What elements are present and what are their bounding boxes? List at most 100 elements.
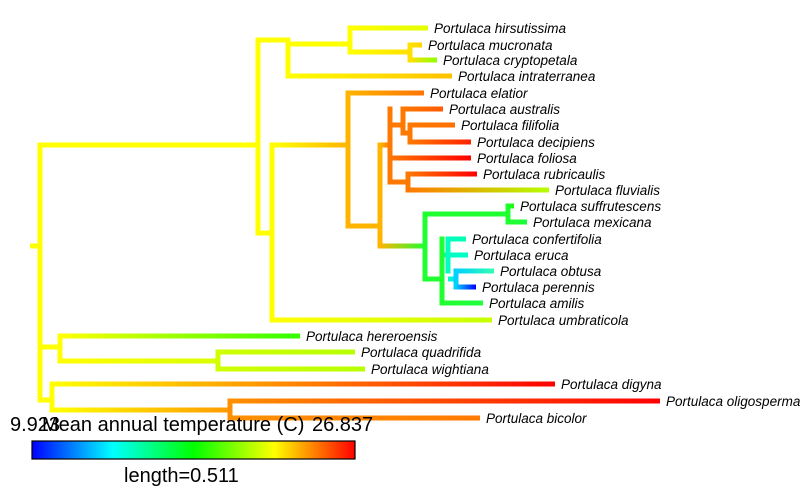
branch-portulaca-perennis	[456, 284, 476, 290]
branch-portulaca-oligosperma	[230, 398, 660, 404]
branch-internal	[258, 230, 272, 236]
branch-internal	[390, 179, 408, 185]
color-legend: 9.923 Mean annual temperature (C) 26.837…	[10, 414, 373, 487]
branch-connector	[400, 106, 406, 136]
tip-label-portulaca-perennis: Portulaca perennis	[482, 280, 595, 295]
tip-label-portulaca-suffrutescens: Portulaca suffrutescens	[520, 199, 661, 214]
branch-internal	[52, 407, 230, 413]
branch-internal	[288, 41, 350, 47]
branch-portulaca-cryptopetala	[410, 57, 437, 63]
branch-portulaca-quadrifida	[218, 349, 355, 355]
branch-connector	[377, 142, 383, 249]
tip-label-portulaca-oligosperma: Portulaca oligosperma	[666, 394, 800, 409]
tip-label-portulaca-australis: Portulaca australis	[449, 102, 560, 117]
branch-internal	[40, 344, 60, 350]
branch-portulaca-decipiens	[410, 139, 471, 145]
branch-connector	[49, 381, 55, 413]
legend-max-label: 26.837	[312, 414, 373, 436]
branch-connector	[387, 106, 393, 185]
branch-portulaca-wightiana	[218, 366, 365, 372]
branch-internal	[448, 276, 456, 282]
legend-title: Mean annual temperature (C)	[42, 414, 304, 436]
branch-connector	[57, 333, 63, 364]
branch-portulaca-rubricaulis	[408, 171, 477, 177]
tip-label-portulaca-hereroensis: Portulaca hereroensis	[306, 329, 438, 344]
branch-portulaca-digyna	[52, 381, 555, 387]
branch-connector	[407, 42, 413, 63]
root-branch	[30, 243, 40, 249]
branch-connector	[422, 211, 428, 282]
branch-internal	[380, 243, 425, 249]
tip-label-portulaca-hirsutissima: Portulaca hirsutissima	[434, 21, 567, 36]
branch-portulaca-foliosa	[390, 155, 471, 161]
branch-portulaca-australis	[403, 106, 443, 112]
tip-label-portulaca-obtusa: Portulaca obtusa	[500, 264, 602, 279]
tip-label-portulaca-eruca: Portulaca eruca	[474, 248, 569, 263]
branch-internal	[390, 122, 403, 128]
branch-connector	[215, 349, 221, 372]
tip-label-portulaca-bicolor: Portulaca bicolor	[486, 411, 587, 426]
branch-internal	[40, 142, 258, 148]
tip-label-portulaca-confertifolia: Portulaca confertifolia	[472, 232, 602, 247]
tip-label-portulaca-intraterranea: Portulaca intraterranea	[458, 69, 596, 84]
branch-portulaca-hereroensis	[60, 333, 300, 339]
branch-portulaca-mucronata	[410, 42, 422, 48]
tree-branches	[30, 25, 660, 421]
branch-portulaca-suffrutescens	[508, 203, 514, 209]
branch-connector	[453, 268, 459, 290]
branch-internal	[40, 397, 52, 403]
tip-label-portulaca-decipiens: Portulaca decipiens	[477, 135, 595, 150]
tip-label-portulaca-digyna: Portulaca digyna	[561, 377, 662, 392]
branch-portulaca-obtusa	[456, 268, 494, 274]
tip-label-portulaca-quadrifida: Portulaca quadrifida	[361, 345, 482, 360]
branch-connector	[269, 142, 275, 323]
branch-internal	[258, 37, 288, 43]
tip-label-portulaca-amilis: Portulaca amilis	[489, 296, 585, 311]
branch-portulaca-amilis	[442, 300, 483, 306]
branch-connector	[407, 122, 413, 145]
branch-portulaca-umbraticola	[272, 317, 492, 323]
branch-portulaca-intraterranea	[288, 73, 452, 79]
branch-portulaca-mexicana	[508, 219, 527, 225]
branch-connector	[255, 37, 261, 236]
branch-portulaca-elatior	[348, 90, 424, 96]
branch-internal	[60, 358, 218, 364]
legend-length-label: length=0.511	[124, 465, 239, 487]
tip-label-portulaca-mexicana: Portulaca mexicana	[533, 215, 652, 230]
tip-label-portulaca-filifolia: Portulaca filifolia	[461, 118, 560, 133]
branch-connector	[227, 398, 233, 421]
tip-label-portulaca-fluvialis: Portulaca fluvialis	[555, 183, 660, 198]
tip-label-portulaca-umbraticola: Portulaca umbraticola	[498, 313, 629, 328]
legend-min-label: 9.923	[10, 414, 60, 436]
legend-color-bar	[31, 440, 356, 460]
branch-internal	[348, 223, 380, 229]
branch-connector	[439, 236, 445, 306]
tip-label-portulaca-cryptopetala: Portulaca cryptopetala	[443, 53, 578, 68]
tip-label-portulaca-foliosa: Portulaca foliosa	[477, 151, 577, 166]
root-connector	[37, 142, 43, 403]
branch-portulaca-confertifolia	[448, 236, 466, 242]
branch-connector	[345, 90, 351, 229]
branch-internal	[442, 252, 448, 258]
branch-internal	[380, 142, 390, 148]
branch-connector	[285, 37, 291, 79]
branch-internal	[403, 130, 410, 136]
tip-label-portulaca-mucronata: Portulaca mucronata	[428, 38, 553, 53]
branch-internal	[425, 276, 442, 282]
branch-connector	[347, 25, 353, 55]
branch-portulaca-fluvialis	[408, 187, 549, 193]
branch-connector	[505, 203, 511, 225]
branch-internal	[425, 211, 508, 217]
tip-labels: Portulaca hirsutissima Portulaca mucronat…	[306, 21, 800, 426]
branch-portulaca-bicolor	[230, 415, 480, 421]
branch-portulaca-hirsutissima	[350, 25, 428, 31]
tip-label-portulaca-rubricaulis: Portulaca rubricaulis	[483, 167, 606, 182]
tip-label-portulaca-elatior: Portulaca elatior	[430, 86, 528, 101]
branch-internal	[350, 49, 410, 55]
branch-portulaca-eruca	[448, 252, 468, 258]
branch-internal	[272, 142, 348, 148]
branch-portulaca-filifolia	[410, 122, 455, 128]
tip-label-portulaca-wightiana: Portulaca wightiana	[371, 362, 489, 377]
branch-connector	[405, 171, 411, 193]
